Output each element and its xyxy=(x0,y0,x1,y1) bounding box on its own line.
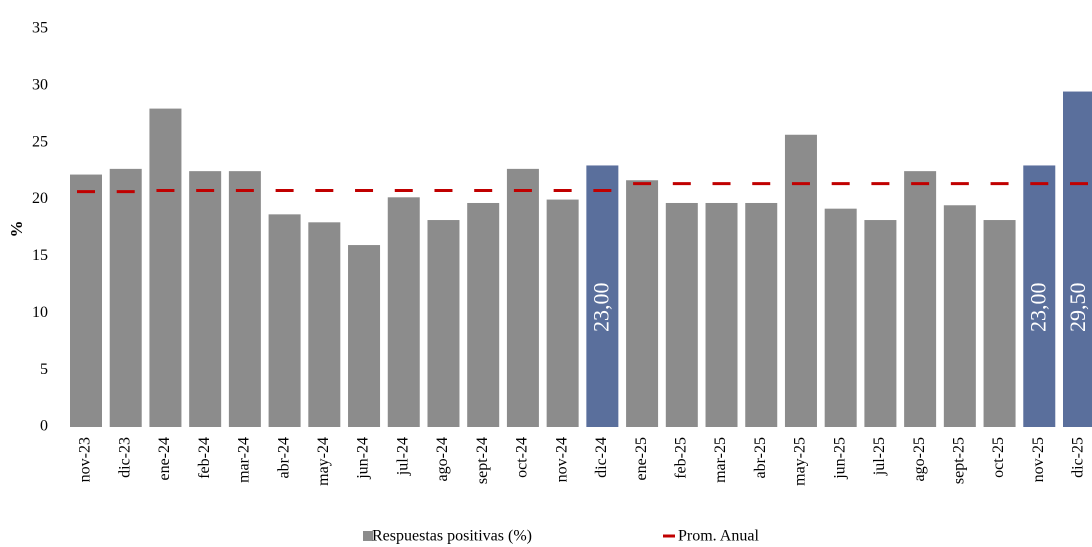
x-tick-label: oct-25 xyxy=(990,437,1007,478)
x-tick-label: jul-24 xyxy=(394,437,411,476)
bar xyxy=(824,208,857,427)
x-tick-label: feb-25 xyxy=(672,437,689,479)
y-tick-label: 20 xyxy=(32,190,48,207)
x-tick-label: may-25 xyxy=(792,437,809,486)
legend-label: Prom. Anual xyxy=(678,528,759,545)
x-tick-label: ago-24 xyxy=(434,437,451,481)
bar xyxy=(546,199,579,427)
x-tick-label: oct-24 xyxy=(514,437,531,478)
bar xyxy=(784,134,817,428)
x-tick-label: dic-23 xyxy=(116,437,133,478)
bar xyxy=(228,171,261,427)
x-tick-label: may-24 xyxy=(315,437,332,486)
bar xyxy=(586,165,619,427)
bar xyxy=(904,171,937,427)
bar xyxy=(70,174,102,427)
y-tick-label: 10 xyxy=(32,304,48,321)
bar xyxy=(427,220,460,427)
bar xyxy=(149,108,182,427)
data-label: 29,50 xyxy=(1065,283,1090,333)
bar xyxy=(1023,165,1056,427)
x-tick-label: nov-24 xyxy=(553,437,570,482)
y-tick-label: 5 xyxy=(40,361,48,378)
x-tick-label: nov-25 xyxy=(1030,437,1047,482)
x-tick-label: mar-24 xyxy=(236,437,253,483)
x-tick-label: sept-24 xyxy=(474,437,491,484)
x-tick-label: abr-25 xyxy=(752,437,769,478)
x-tick-label: ene-25 xyxy=(633,437,650,481)
bar xyxy=(665,202,698,427)
bar xyxy=(943,205,976,427)
y-tick-label: 35 xyxy=(32,20,48,37)
x-tick-label: jul-25 xyxy=(871,437,888,476)
x-tick-label: mar-25 xyxy=(712,437,729,483)
bar xyxy=(506,168,539,427)
bar xyxy=(1063,91,1092,428)
x-tick-label: jun-25 xyxy=(831,437,848,480)
bar xyxy=(864,220,897,427)
x-tick-label: dic-25 xyxy=(1070,437,1087,478)
bar xyxy=(268,214,301,427)
bar xyxy=(626,180,659,427)
y-tick-label: 25 xyxy=(32,133,48,150)
x-tick-label: ago-25 xyxy=(911,437,928,481)
y-tick-label: 15 xyxy=(32,247,48,264)
y-axis-label: % xyxy=(7,221,26,238)
x-tick-label: ene-24 xyxy=(156,437,173,481)
bar xyxy=(189,171,222,427)
x-tick-label: feb-24 xyxy=(196,437,213,479)
data-label: 23,00 xyxy=(588,283,613,333)
bar xyxy=(745,202,778,427)
bar xyxy=(308,222,341,427)
bar xyxy=(705,202,738,427)
x-tick-label: nov-23 xyxy=(77,437,94,482)
y-tick-label: 0 xyxy=(40,418,48,435)
bar xyxy=(983,220,1016,427)
bar xyxy=(348,245,381,427)
legend-swatch xyxy=(363,531,373,541)
x-tick-label: jun-24 xyxy=(355,437,372,480)
bar xyxy=(109,168,142,427)
bar xyxy=(387,197,420,427)
bar xyxy=(467,202,500,427)
legend-label: Respuestas positivas (%) xyxy=(372,528,532,545)
y-tick-label: 30 xyxy=(32,77,48,94)
x-tick-label: abr-24 xyxy=(275,437,292,478)
x-tick-label: dic-24 xyxy=(593,437,610,478)
x-tick-label: sept-25 xyxy=(951,437,968,484)
data-label: 23,00 xyxy=(1025,283,1050,333)
